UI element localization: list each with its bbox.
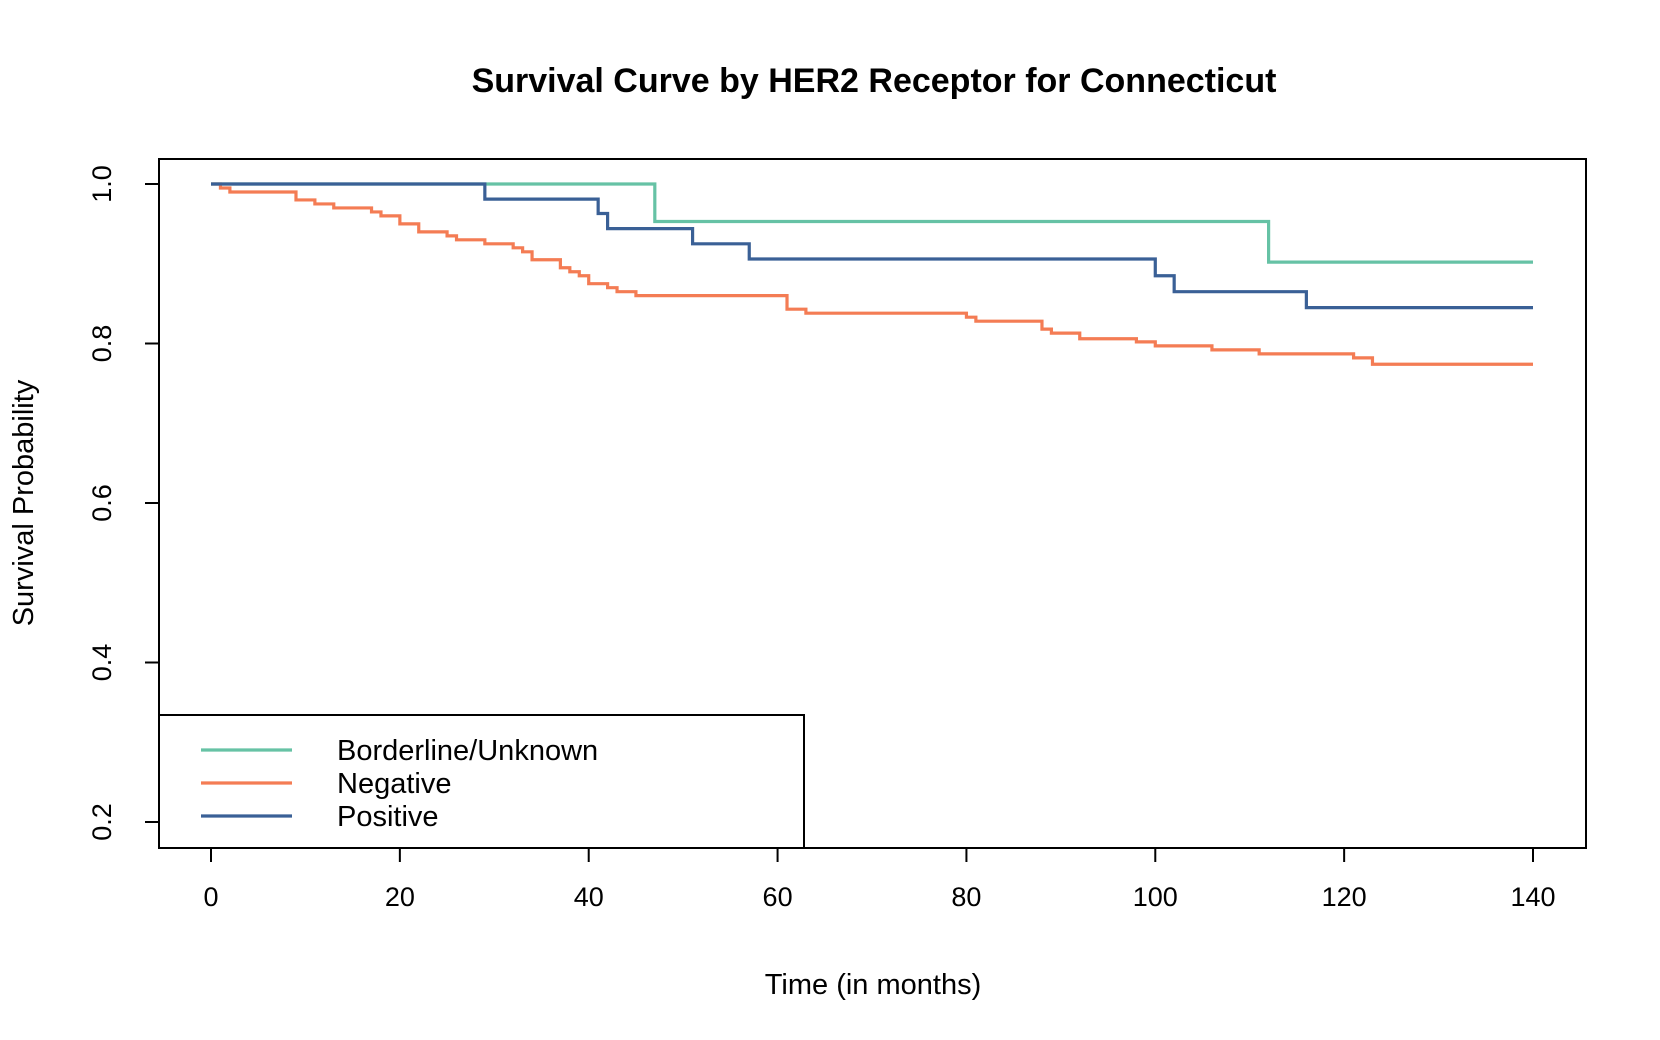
x-tick-label: 100	[1133, 882, 1178, 912]
x-tick-label: 60	[763, 882, 793, 912]
series-line-positive	[211, 182, 1533, 310]
x-axis-label: Time (in months)	[765, 969, 981, 1001]
x-tick-label: 20	[385, 882, 415, 912]
y-axis-label: Survival Probability	[8, 379, 40, 626]
x-tick-label: 140	[1510, 882, 1555, 912]
x-tick-label: 120	[1322, 882, 1367, 912]
legend-label: Negative	[337, 768, 451, 800]
x-tick-label: 0	[203, 882, 218, 912]
x-axis: 0 20 40 60 80 100 120 140	[203, 847, 1556, 912]
legend-label: Borderline/Unknown	[337, 735, 598, 767]
x-tick-label: 80	[951, 882, 981, 912]
y-tick-label: 1.0	[87, 165, 117, 203]
y-tick-label: 0.8	[87, 325, 117, 363]
series-line-borderline-unknown	[211, 182, 1533, 264]
chart-title: Survival Curve by HER2 Receptor for Conn…	[472, 62, 1277, 100]
series-line-negative	[211, 182, 1533, 366]
y-tick-label: 0.4	[87, 644, 117, 682]
y-tick-label: 0.2	[87, 803, 117, 841]
legend-label: Positive	[337, 801, 439, 833]
y-axis: 0.2 0.4 0.6 0.8 1.0	[87, 165, 160, 841]
y-tick-label: 0.6	[87, 484, 117, 522]
series-layer	[211, 182, 1533, 366]
x-tick-label: 40	[574, 882, 604, 912]
